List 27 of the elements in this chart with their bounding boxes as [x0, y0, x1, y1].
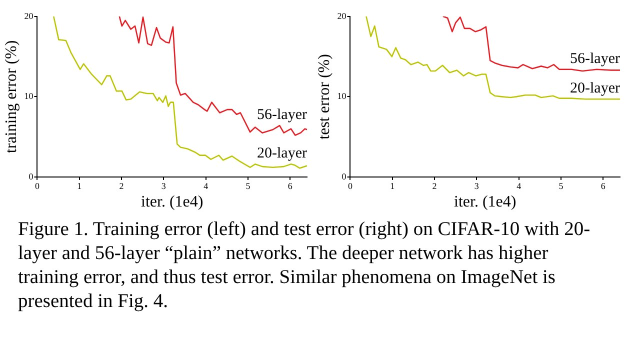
x-tick-label: 5 [558, 180, 564, 191]
y-tick-label: 0 [342, 171, 347, 182]
caption: Figure 1. Training error (left) and test error (right) on CIFAR-10 with 20-layer and 56-layer “plain” networks. The deeper network has higher training error, and thus test error. Similar phenomena on ImageNet is presented in Fig. 4. [18, 218, 592, 314]
x-axis-title: iter. (1e4) [454, 194, 516, 211]
x-tick-label: 1 [390, 180, 395, 191]
x-tick-label: 6 [600, 180, 606, 191]
y-tick-label: 10 [337, 91, 347, 102]
x-tick-label: 5 [246, 180, 251, 191]
series-label: 20-layer [257, 146, 307, 162]
x-tick-label: 2 [119, 180, 124, 191]
x-tick-label: 3 [161, 180, 166, 191]
y-tick-label: 20 [24, 10, 34, 21]
x-tick-label: 6 [288, 180, 293, 191]
y-tick-label: 0 [28, 171, 34, 182]
x-tick-label: 1 [77, 180, 82, 191]
y-axis-title: test error (%) [316, 54, 333, 140]
series-label: 56-layer [570, 50, 620, 67]
y-tick-label: 10 [24, 91, 34, 102]
series-label: 56-layer [257, 107, 307, 124]
x-axis-title: iter. (1e4) [141, 194, 204, 211]
series-label: 20-layer [570, 80, 620, 97]
x-tick-label: 3 [474, 180, 480, 191]
y-tick-label: 20 [337, 10, 347, 21]
x-tick-label: 4 [516, 180, 522, 191]
y-axis-title: training error (%) [2, 40, 20, 154]
x-tick-label: 2 [432, 180, 437, 191]
x-tick-label: 4 [204, 180, 209, 191]
